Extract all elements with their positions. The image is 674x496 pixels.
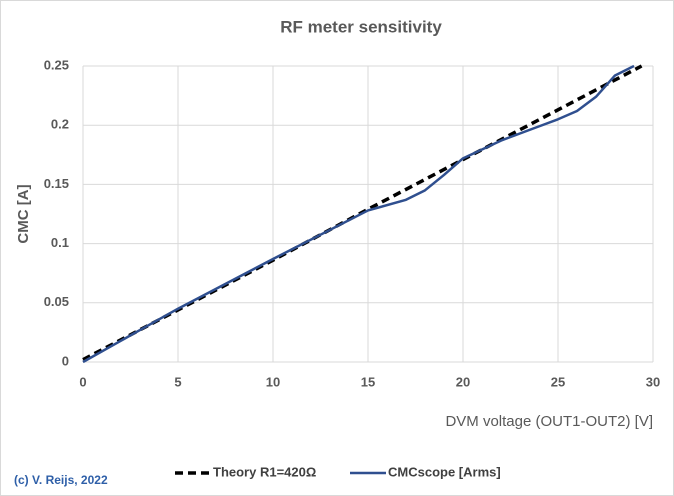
y-tick-label: 0.05: [44, 294, 69, 309]
x-tick-label: 25: [551, 374, 565, 389]
copyright: (c) V. Reijs, 2022: [14, 473, 108, 487]
x-tick-label: 20: [456, 374, 470, 389]
x-tick-label: 15: [361, 374, 375, 389]
x-tick-label: 5: [174, 374, 181, 389]
series-line: [82, 64, 635, 364]
x-tick-label: 0: [79, 374, 86, 389]
y-axis-title: CMC [A]: [15, 184, 32, 243]
legend-label: CMCscope [Arms]: [388, 464, 501, 479]
legend-label: Theory R1=420Ω: [213, 464, 316, 479]
y-tick-label: 0.2: [51, 117, 69, 132]
y-tick-label: 0.25: [44, 57, 69, 72]
x-tick-label: 10: [266, 374, 280, 389]
y-tick-label: 0.15: [44, 176, 69, 191]
y-tick-label: 0.1: [51, 235, 69, 250]
x-tick-label: 30: [646, 374, 660, 389]
chart-title: RF meter sensitivity: [280, 17, 442, 36]
x-axis-title: DVM voltage (OUT1-OUT2) [V]: [445, 413, 653, 430]
y-tick-label: 0: [62, 353, 69, 368]
